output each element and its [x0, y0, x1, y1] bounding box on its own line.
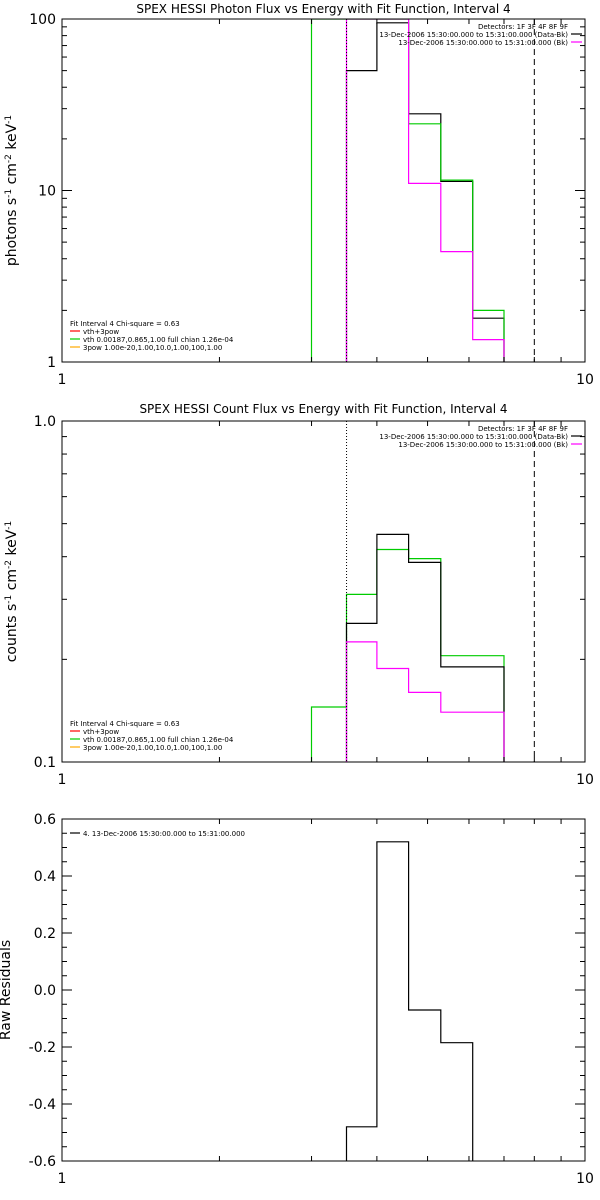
y-axis-label-part: -1 [4, 595, 14, 604]
series-2-step-line [345, 533, 505, 762]
x-tick-label: 10 [576, 772, 594, 788]
plot-frame [61, 818, 586, 1162]
legend-left-entry: vth 0.00187,0.865,1.00 full chian 1.26e-… [83, 336, 234, 344]
legend-left-header: Fit Interval 4 Chi-square = 0.63 [70, 720, 180, 728]
legend-left: Fit Interval 4 Chi-square = 0.63vth+3pow… [70, 720, 234, 752]
plot-frame [61, 420, 586, 763]
x-tick-label: 1 [58, 772, 67, 788]
chart-panel-3: 1 10 -0.6 -0.4 -0.2 0.0 0.2 0.4 0.6 Raw Residuals… [0, 812, 594, 1187]
x-tick-label: 1 [58, 372, 67, 388]
y-axis-label-part: -1 [4, 189, 14, 198]
plot-frame [61, 18, 586, 363]
y-axis-label-part: cm [4, 569, 20, 595]
series-1-step-line [310, 548, 505, 762]
y-axis-label-part: keV [4, 529, 20, 560]
y-axis-label-part: -1 [4, 521, 14, 530]
y-axis-label-part: counts s [4, 604, 20, 663]
y-tick-label: 0.6 [34, 812, 56, 828]
chart-title: SPEX HESSI Count Flux vs Energy with Fit… [139, 402, 507, 416]
x-tick-label: 10 [576, 1171, 594, 1187]
legend-left-entry: vth+3pow [83, 328, 119, 336]
y-axis-label-part: keV [4, 123, 20, 154]
legend-right-entry: Detectors: 1F 3F 4F 8F 9F [478, 425, 568, 433]
y-axis-label-part: -2 [4, 560, 14, 569]
x-tick-label: 1 [58, 1171, 67, 1187]
series-group [345, 841, 474, 1161]
series-3-step-line [345, 19, 505, 362]
y-axis-label-part: -2 [4, 154, 14, 163]
y-tick-label: 100 [29, 12, 56, 28]
legend-right-entry: 13-Dec-2006 15:30:00.000 to 15:31:00.000… [398, 441, 568, 449]
y-tick-label: 0.4 [34, 869, 56, 885]
legend-right-entry: 13-Dec-2006 15:30:00.000 to 15:31:00.000… [379, 31, 568, 39]
legend-left-entry: 3pow 1.00e-20,1.00,10.0,1.00,100,1.00 [83, 744, 222, 752]
y-axis-label: counts s-1 cm-2 keV-1 [4, 521, 20, 663]
legend-right-entry: 13-Dec-2006 15:30:00.000 to 15:31:00.000… [379, 433, 568, 441]
series-3-step-line [345, 641, 505, 762]
series-group [310, 533, 505, 762]
y-axis-label: photons s-1 cm-2 keV-1 [4, 115, 20, 266]
y-tick-label: 0.2 [34, 926, 56, 942]
y-axis-label-part: cm [4, 163, 20, 189]
legend-right-entry: Detectors: 1F 3F 4F 8F 9F [478, 23, 568, 31]
legend-left-entry: 3pow 1.00e-20,1.00,10.0,1.00,100,1.00 [83, 344, 222, 352]
legend-left-entry: 4. 13-Dec-2006 15:30:00.000 to 15:31:00.… [83, 830, 245, 838]
y-tick-label: -0.4 [29, 1097, 56, 1113]
y-axis-label-part: -1 [4, 115, 14, 124]
legend-right-entry: 13-Dec-2006 15:30:00.000 to 15:31:00.000… [398, 39, 568, 47]
chart-panel-2: 1 10 0.1 1.0 SPEX HESSI Count Flux vs Energy… [4, 402, 594, 788]
legend-left-header: Fit Interval 4 Chi-square = 0.63 [70, 320, 180, 328]
legend-left-entry: vth 0.00187,0.865,1.00 full chian 1.26e-… [83, 736, 234, 744]
y-tick-label: -0.2 [29, 1040, 56, 1056]
series-1-step-line [345, 22, 505, 362]
chart-title: SPEX HESSI Photon Flux vs Energy with Fi… [136, 2, 510, 16]
y-axis-label: Raw Residuals [0, 940, 14, 1040]
y-axis-label-part: photons s [4, 198, 20, 266]
y-tick-label: 0.1 [34, 755, 56, 771]
series-group [310, 19, 505, 362]
y-tick-label: 1.0 [34, 414, 56, 430]
legend-left-entry: vth+3pow [83, 728, 119, 736]
x-tick-label: 10 [576, 372, 594, 388]
chart-panel-1: 1 10 1 10 100 SPEX HESSI Photon Flux vs Energ… [4, 2, 594, 388]
y-tick-label: -0.6 [29, 1154, 56, 1170]
legend-left: 4. 13-Dec-2006 15:30:00.000 to 15:31:00.… [70, 830, 245, 838]
series-1-step-line [345, 841, 474, 1161]
series-2-step-line [310, 19, 505, 362]
y-tick-label: 10 [38, 184, 56, 200]
legend-left: Fit Interval 4 Chi-square = 0.63vth+3pow… [70, 320, 234, 352]
y-tick-label: 0.0 [34, 983, 56, 999]
y-tick-label: 1 [47, 355, 56, 371]
